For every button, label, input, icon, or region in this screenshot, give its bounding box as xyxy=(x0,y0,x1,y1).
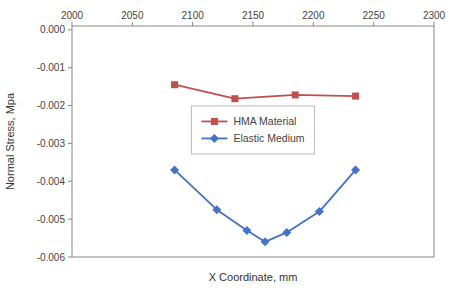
data-point xyxy=(171,81,178,88)
chart-container: 2000 2050 2100 2150 2200 2250 2300 0.000 -0.001 -… xyxy=(0,0,450,289)
y-axis-label: Normal Stress, Mpa xyxy=(4,92,16,190)
x-tick xyxy=(313,22,314,26)
y-tick-label: -0.001 xyxy=(37,62,66,73)
y-tick xyxy=(68,67,72,68)
x-tick-label: 2100 xyxy=(182,10,205,21)
data-point xyxy=(231,95,238,102)
x-tick-label: 2000 xyxy=(61,10,84,21)
y-tick-label: -0.002 xyxy=(37,100,66,111)
x-tick-label: 2200 xyxy=(302,10,325,21)
data-point xyxy=(212,205,221,214)
legend-marker xyxy=(210,134,219,143)
y-tick-label: -0.006 xyxy=(37,252,66,263)
legend-label: HMA Material xyxy=(233,115,296,127)
x-tick-label: 2050 xyxy=(121,10,144,21)
data-point xyxy=(170,165,179,174)
legend: HMA Material Elastic Medium xyxy=(191,106,314,154)
y-tick-label: -0.004 xyxy=(37,176,66,187)
data-point xyxy=(292,91,299,98)
data-point xyxy=(352,93,359,100)
plot-area xyxy=(170,81,360,246)
x-axis-label: X Coordinate, mm xyxy=(209,271,298,283)
y-tick xyxy=(68,219,72,220)
data-point xyxy=(242,226,251,235)
data-point xyxy=(282,228,291,237)
plot-frame xyxy=(72,26,434,257)
y-tick xyxy=(68,143,72,144)
series-line xyxy=(175,85,356,99)
x-tick-label: 2300 xyxy=(423,10,446,21)
y-tick-label: 0.000 xyxy=(40,24,65,35)
chart: 2000 2050 2100 2150 2200 2250 2300 0.000 -0.001 -… xyxy=(0,0,450,289)
y-tick-label: -0.005 xyxy=(37,214,66,225)
x-tick xyxy=(434,22,435,26)
y-tick xyxy=(68,257,72,258)
legend-box xyxy=(191,106,314,154)
x-tick xyxy=(253,22,254,26)
x-tick xyxy=(192,22,193,26)
data-point xyxy=(261,237,270,246)
y-tick xyxy=(68,181,72,182)
y-tick xyxy=(68,29,72,30)
data-point xyxy=(351,165,360,174)
x-tick xyxy=(373,22,374,26)
legend-label: Elastic Medium xyxy=(233,132,304,144)
x-tick-label: 2150 xyxy=(242,10,265,21)
y-tick-label: -0.003 xyxy=(37,138,66,149)
legend-marker xyxy=(211,118,218,125)
x-tick xyxy=(132,22,133,26)
series-line xyxy=(175,170,356,242)
x-tick xyxy=(72,22,73,26)
x-tick-label: 2250 xyxy=(363,10,386,21)
y-tick xyxy=(68,105,72,106)
data-point xyxy=(315,207,324,216)
